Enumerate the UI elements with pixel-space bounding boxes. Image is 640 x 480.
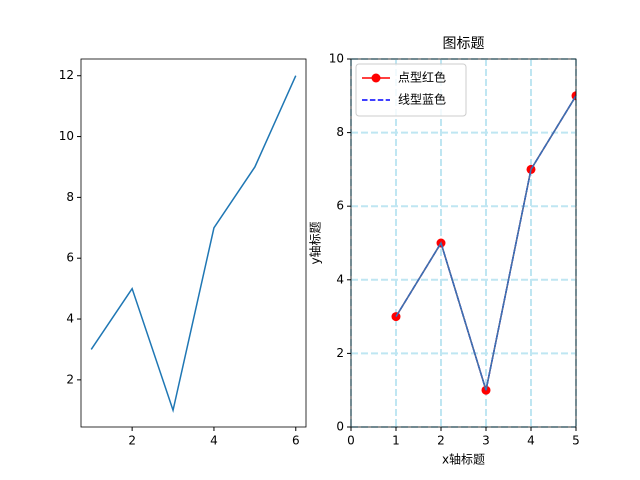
legend-label: 点型红色 xyxy=(398,70,446,85)
legend-box xyxy=(355,63,467,117)
legend-marker xyxy=(371,73,381,83)
x-tick-label: 1 xyxy=(392,434,400,448)
y-tick-label: 2 xyxy=(66,372,74,386)
x-tick-label: 0 xyxy=(347,434,355,448)
plot-area xyxy=(90,75,297,414)
axes: 2 4 6 2 4 6 8 10 12 xyxy=(59,58,307,448)
y-tick-label: 8 xyxy=(336,125,344,139)
y-axis-label: y轴标题 xyxy=(308,221,323,264)
y-tick-label: 10 xyxy=(59,129,74,143)
y-tick-label: 2 xyxy=(336,346,344,360)
axes-frame xyxy=(350,58,577,428)
y-tick-label: 6 xyxy=(336,199,344,213)
x-tick-label: 2 xyxy=(437,434,445,448)
x-axis-label: x轴标题 xyxy=(442,452,485,467)
chart-title: 图标题 xyxy=(443,36,485,52)
y-tick-label: 6 xyxy=(66,251,74,265)
x-tick-label: 4 xyxy=(527,434,535,448)
axes-frame xyxy=(80,58,307,428)
x-tick-label: 3 xyxy=(482,434,490,448)
x-tick-label: 2 xyxy=(128,434,136,448)
plot-area xyxy=(391,91,576,395)
line xyxy=(395,95,576,391)
y-tick-label: 12 xyxy=(59,68,74,82)
x-tick-label: 5 xyxy=(572,434,580,448)
x-tick-label: 6 xyxy=(292,434,300,448)
y-tick-label: 4 xyxy=(336,272,344,286)
y-tick-label: 10 xyxy=(329,52,344,66)
x-tick-label: 4 xyxy=(210,434,218,448)
legend-label: 线型蓝色 xyxy=(398,93,446,107)
y-tick-label: 4 xyxy=(66,312,74,326)
line xyxy=(90,75,297,414)
y-tick-label: 8 xyxy=(66,190,74,204)
y-tick-label: 0 xyxy=(336,420,344,434)
